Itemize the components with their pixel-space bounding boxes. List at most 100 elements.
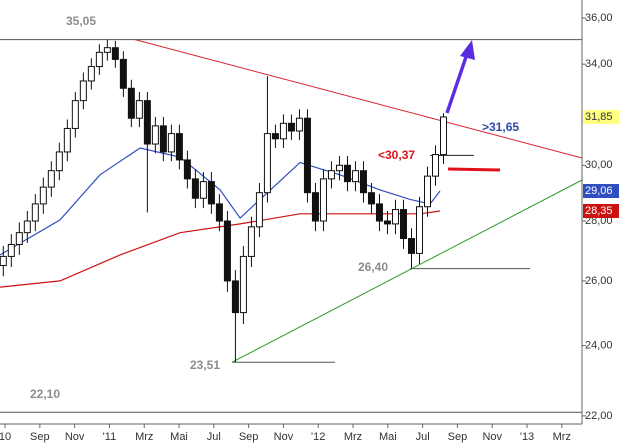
candle-body [399, 209, 407, 240]
candle-body [15, 232, 23, 245]
x-tick-label: Jul [416, 431, 430, 443]
candle-body [343, 164, 351, 183]
candle-body [255, 192, 263, 228]
x-tick-label: Mrz [135, 431, 153, 443]
candle-body [295, 117, 303, 132]
candle-body [375, 203, 383, 222]
annotation: <30,37 [378, 148, 415, 162]
candle-body [175, 133, 183, 161]
arrow-shaft [445, 53, 469, 114]
x-tick-label: 10 [0, 431, 11, 443]
x-tick-label: '12 [311, 431, 325, 443]
trendline [134, 39, 583, 159]
candle-body [383, 220, 391, 225]
moving-average [0, 147, 441, 256]
candle-body [215, 203, 223, 222]
x-tick-label: Sep [30, 431, 50, 443]
annotation: 35,05 [66, 14, 96, 28]
x-tick-label: Mai [379, 431, 397, 443]
candle-body [223, 220, 231, 282]
candle-body [63, 127, 71, 153]
value-tag-label: 29,06 [585, 185, 613, 197]
x-tick-label: Nov [482, 431, 502, 443]
x-tick-label: '11 [103, 431, 117, 443]
candle-body [199, 181, 207, 199]
candle-body [95, 51, 103, 68]
candle-body [423, 175, 431, 208]
candle-body [319, 178, 327, 222]
candle-body [239, 255, 247, 314]
candle-body [23, 220, 31, 234]
annotation: 22,10 [30, 387, 60, 401]
candle-body [103, 47, 111, 53]
candle-body [79, 80, 87, 102]
x-tick-label: Nov [274, 431, 294, 443]
candle-body [263, 133, 271, 194]
candle-body [351, 170, 359, 183]
candle-body [135, 100, 143, 119]
y-tick-label: 26,00 [585, 275, 613, 287]
value-tag [583, 203, 619, 218]
candle-body [167, 133, 175, 153]
candle-body [440, 116, 448, 156]
trendline [231, 179, 583, 363]
candle-body [303, 117, 311, 194]
x-tick-label: Mrz [553, 431, 571, 443]
candle-body [119, 58, 127, 89]
candle-body [231, 280, 239, 314]
y-tick-label: 30,00 [585, 159, 613, 171]
candle-body [143, 100, 151, 145]
x-tick-label: Sep [448, 431, 468, 443]
candle-body [87, 66, 95, 82]
candle-body [111, 47, 119, 60]
x-tick-label: Jul [207, 431, 221, 443]
candle-body [7, 243, 15, 257]
candle-body [55, 151, 63, 172]
candle-body [47, 170, 55, 188]
red-marker [447, 167, 501, 172]
x-tick-label: Sep [239, 431, 259, 443]
x-tick-label: Mai [170, 431, 188, 443]
arrow-head [460, 40, 475, 60]
annotation: >31,65 [482, 120, 519, 134]
candle-body [279, 122, 287, 140]
candle-body [0, 255, 7, 267]
value-tag-label: 31,85 [585, 111, 613, 123]
candle-body [71, 100, 79, 129]
y-tick-label: 22,00 [585, 410, 613, 422]
candle-body [207, 181, 215, 205]
candle-body [183, 159, 191, 180]
value-tag [583, 109, 619, 124]
candle-body [247, 226, 255, 257]
value-tag-label: 28,35 [585, 205, 613, 217]
y-tick-label: 36,00 [585, 12, 613, 24]
candle-body [431, 154, 439, 177]
candle-body [367, 192, 375, 205]
y-tick-label: 34,00 [585, 58, 613, 70]
annotation: 23,51 [190, 358, 220, 372]
candle-body [407, 238, 415, 254]
candle-body [391, 209, 399, 225]
candle-body [335, 164, 343, 172]
value-tag [583, 184, 619, 199]
candle-body [271, 133, 279, 140]
candle-body [287, 122, 295, 132]
candle-body [159, 125, 167, 153]
y-tick-label: 24,00 [585, 339, 613, 351]
candle-body [327, 170, 335, 180]
plot-area [0, 39, 583, 413]
annotation: 26,40 [358, 260, 388, 274]
candle-body [311, 192, 319, 222]
candle-body [127, 87, 135, 119]
x-tick-label: '13 [520, 431, 534, 443]
candle-body [415, 206, 423, 254]
candle-body [191, 178, 199, 199]
x-tick-label: Nov [65, 431, 85, 443]
candle-body [151, 125, 159, 145]
candle-body [359, 170, 367, 194]
x-tick-label: Mrz [344, 431, 362, 443]
candle-body [39, 186, 47, 205]
candle-body [31, 203, 39, 222]
